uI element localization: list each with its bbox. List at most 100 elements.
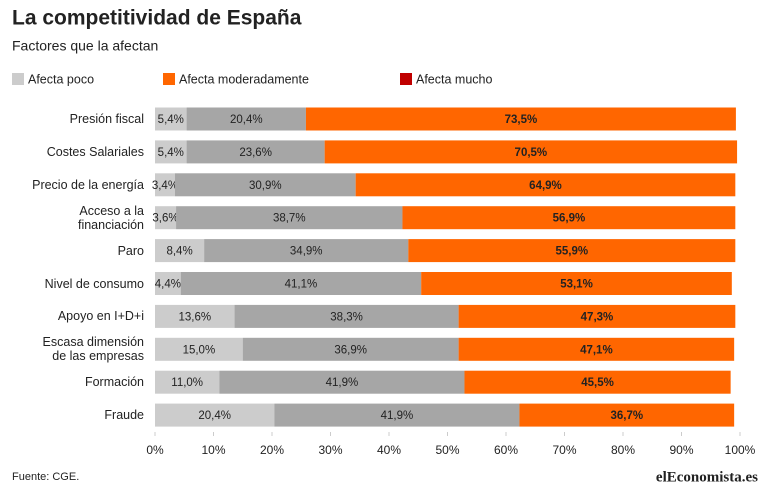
x-tick-label: 40% <box>377 443 401 457</box>
category-label-box: Presión fiscal <box>69 112 144 126</box>
category-label: Precio de la energía <box>32 177 144 192</box>
value-label: 47,1% <box>580 344 613 356</box>
x-tick-label: 30% <box>318 443 342 457</box>
value-label: 23,6% <box>239 147 272 159</box>
value-label: 34,9% <box>290 246 323 258</box>
bar-segment <box>176 206 403 230</box>
category-label: Escasa dimensión de las empresas <box>42 335 144 364</box>
bar-segment <box>458 304 736 328</box>
value-label: 70,5% <box>515 147 548 159</box>
bar-segment <box>180 272 422 295</box>
chart-subtitle: Factores que la afectan <box>12 38 158 54</box>
bar-segment <box>355 173 736 197</box>
value-label: 5,4% <box>158 114 184 126</box>
value-label: 38,7% <box>273 213 306 225</box>
value-label: 55,9% <box>556 246 589 258</box>
bar-segment <box>186 140 325 164</box>
category-label-box: Costes Salariales <box>46 144 144 159</box>
category-label-box: Fraude <box>104 408 144 423</box>
bar-segment <box>155 239 205 263</box>
value-label: 13,6% <box>178 311 211 323</box>
category-label: Apoyo en I+D+i <box>57 309 144 324</box>
x-tick-label: 60% <box>494 443 518 457</box>
category-label-box: Paro <box>117 243 144 258</box>
category-label-box: Formación <box>84 375 144 390</box>
category-label: Paro <box>117 243 144 258</box>
legend-label: Afecta moderadamente <box>179 72 309 86</box>
value-label: 20,4% <box>230 114 263 126</box>
value-label: 41,9% <box>326 377 359 389</box>
bar-segment <box>155 173 175 197</box>
value-label: 11,0% <box>171 377 203 389</box>
value-label: 64,9% <box>529 180 562 192</box>
bar-segment <box>242 337 459 361</box>
value-label: 41,9% <box>381 410 414 422</box>
bar-segment <box>402 206 736 230</box>
value-label: 47,3% <box>581 311 614 323</box>
bar-segment <box>408 239 736 263</box>
x-tick-label: 0% <box>146 443 164 457</box>
value-label: 30,9% <box>249 180 282 192</box>
value-label: 56,9% <box>553 213 586 225</box>
x-tick-label: 10% <box>201 443 225 457</box>
bar-segment <box>155 403 275 427</box>
x-tick-label: 20% <box>260 443 284 457</box>
x-tick-label: 80% <box>611 443 635 457</box>
bar-segment <box>155 140 187 164</box>
category-label-box: Apoyo en I+D+i <box>57 309 144 324</box>
bar-segment <box>324 140 738 164</box>
bar-segment <box>155 206 177 230</box>
value-label: 3,4% <box>152 180 178 192</box>
value-label: 20,4% <box>198 410 231 422</box>
value-label: 36,7% <box>610 410 643 422</box>
category-label: Costes Salariales <box>46 144 144 159</box>
value-label: 53,1% <box>560 279 593 291</box>
category-label: Presión fiscal <box>69 112 144 126</box>
x-tick-label: 100% <box>725 443 756 457</box>
category-label-box: Acceso a la financiación <box>77 203 144 232</box>
bar-segment <box>155 272 181 295</box>
bar-segment <box>519 403 735 427</box>
value-label: 15,0% <box>183 344 216 356</box>
value-label: 73,5% <box>505 114 538 126</box>
bar-segment <box>155 370 220 394</box>
x-tick-label: 70% <box>552 443 576 457</box>
x-tick-label: 50% <box>435 443 459 457</box>
bar-segment <box>464 370 731 394</box>
category-label-box: Nivel de consumo <box>44 276 144 291</box>
legend-swatch <box>400 73 412 85</box>
value-label: 38,3% <box>330 311 363 323</box>
value-label: 45,5% <box>581 377 614 389</box>
value-label: 8,4% <box>166 246 192 258</box>
bar-segment <box>458 337 735 361</box>
bar-segment <box>155 304 235 328</box>
legend-swatch <box>12 73 24 85</box>
bar-segment <box>174 173 356 197</box>
category-label-box: Precio de la energía <box>32 177 144 192</box>
bar-segment <box>219 370 465 394</box>
category-label: Formación <box>84 375 144 390</box>
value-label: 5,4% <box>158 147 184 159</box>
x-tick-label: 90% <box>669 443 693 457</box>
bar-segment <box>305 107 736 131</box>
category-label: Acceso a la financiación <box>77 203 144 232</box>
value-label: 41,1% <box>285 279 318 291</box>
legend-label: Afecta mucho <box>416 72 492 86</box>
category-label: Fraude <box>104 408 144 423</box>
logo: elEconomista.es <box>656 469 758 485</box>
bar-segment <box>274 403 520 427</box>
category-label-box: Escasa dimensión de las empresas <box>42 335 144 364</box>
legend-label: Afecta poco <box>28 72 94 86</box>
bar-segment <box>234 304 459 328</box>
bar-segment <box>155 337 243 361</box>
bar-segment <box>204 239 409 263</box>
bar-segment <box>421 272 732 295</box>
value-label: 4,4% <box>155 279 181 291</box>
category-label: Nivel de consumo <box>44 276 144 291</box>
value-label: 3,6% <box>152 213 178 225</box>
bar-segment <box>155 107 187 131</box>
chart-title: La competitividad de España <box>12 7 302 30</box>
bar-segment <box>186 107 306 131</box>
source: Fuente: CGE. <box>12 471 79 483</box>
